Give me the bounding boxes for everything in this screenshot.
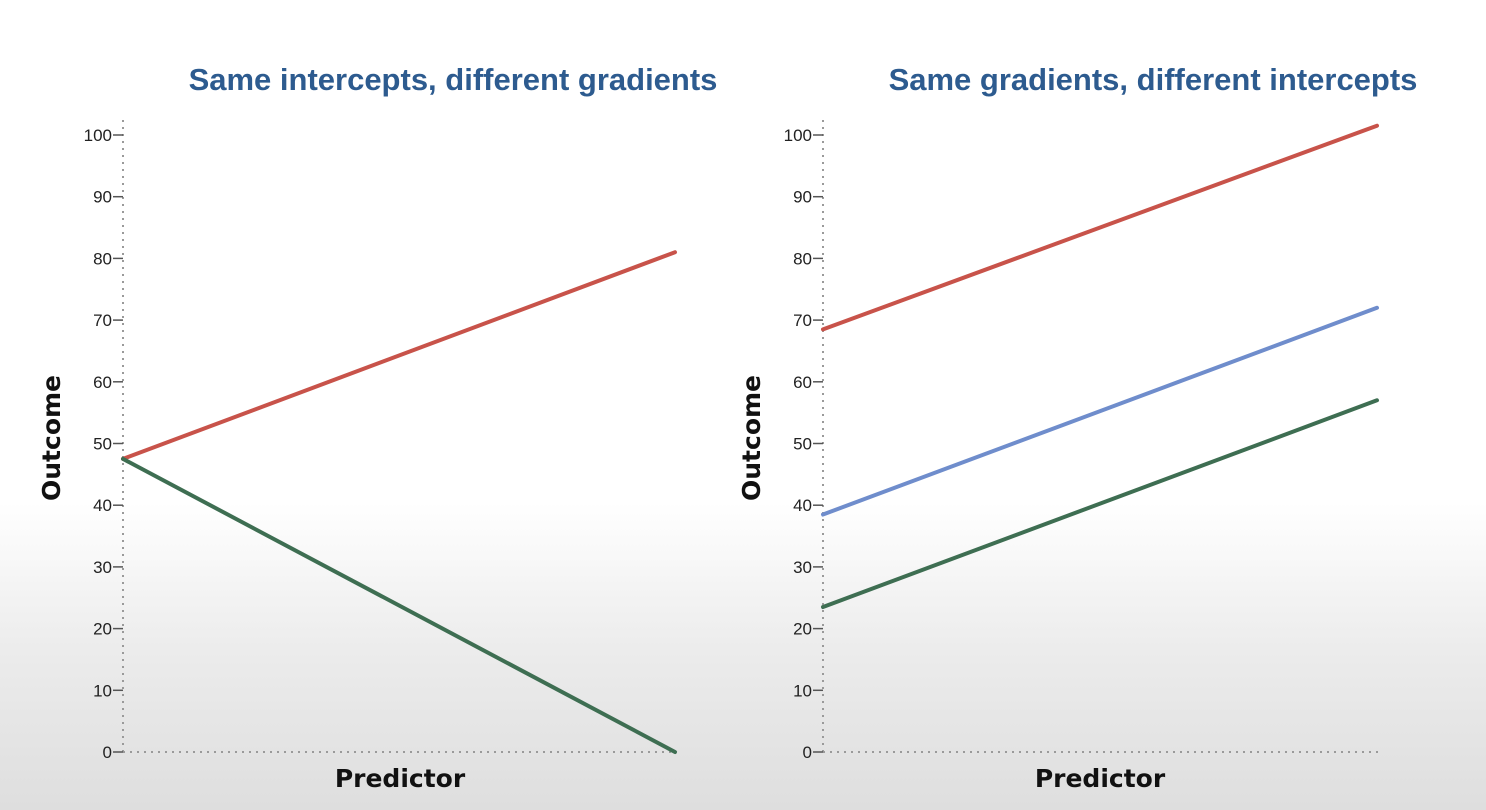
y-tick-label: 70 xyxy=(793,311,812,330)
y-tick-label: 10 xyxy=(793,681,812,700)
y-tick-label: 30 xyxy=(93,558,112,577)
chart-panel-right: Same gradients, different intercepts Out… xyxy=(737,62,1417,793)
y-tick-label: 100 xyxy=(784,126,812,145)
y-tick-label: 20 xyxy=(793,620,812,639)
plot-area: 0 10 20 30 40 50 60 70 80 90 100 xyxy=(784,120,1379,762)
series-line-2 xyxy=(821,305,1379,517)
x-axis-label: Predictor xyxy=(1035,764,1166,793)
y-tick-label: 90 xyxy=(93,188,112,207)
series-line-1 xyxy=(121,250,677,461)
plot-area: 0 10 20 30 40 50 60 70 80 90 100 xyxy=(84,120,677,762)
y-tick-label: 20 xyxy=(93,620,112,639)
y-axis-label: Outcome xyxy=(737,375,766,501)
x-axis-label: Predictor xyxy=(335,764,466,793)
y-tick-label: 60 xyxy=(793,373,812,392)
y-tick-label: 60 xyxy=(93,373,112,392)
y-tick-label: 70 xyxy=(93,311,112,330)
series-line-2 xyxy=(121,456,677,754)
y-tick-label: 50 xyxy=(793,435,812,454)
y-tick-label: 80 xyxy=(93,249,112,268)
y-tick-label: 40 xyxy=(793,496,812,515)
chart-title: Same gradients, different intercepts xyxy=(889,62,1418,97)
series-line-3 xyxy=(821,398,1379,609)
series-line-1 xyxy=(821,123,1379,332)
y-tick-label: 0 xyxy=(103,743,112,762)
y-tick-label: 0 xyxy=(803,743,812,762)
y-tick-label: 90 xyxy=(793,188,812,207)
y-tick-label: 30 xyxy=(793,558,812,577)
y-tick-label: 100 xyxy=(84,126,112,145)
y-tick-label: 10 xyxy=(93,681,112,700)
y-tick-label: 50 xyxy=(93,435,112,454)
y-tick-label: 40 xyxy=(93,496,112,515)
chart-title: Same intercepts, different gradients xyxy=(189,62,718,97)
y-tick-label: 80 xyxy=(793,249,812,268)
chart-panel-left: Same intercepts, different gradients Out… xyxy=(37,62,717,793)
y-axis-label: Outcome xyxy=(37,375,66,501)
